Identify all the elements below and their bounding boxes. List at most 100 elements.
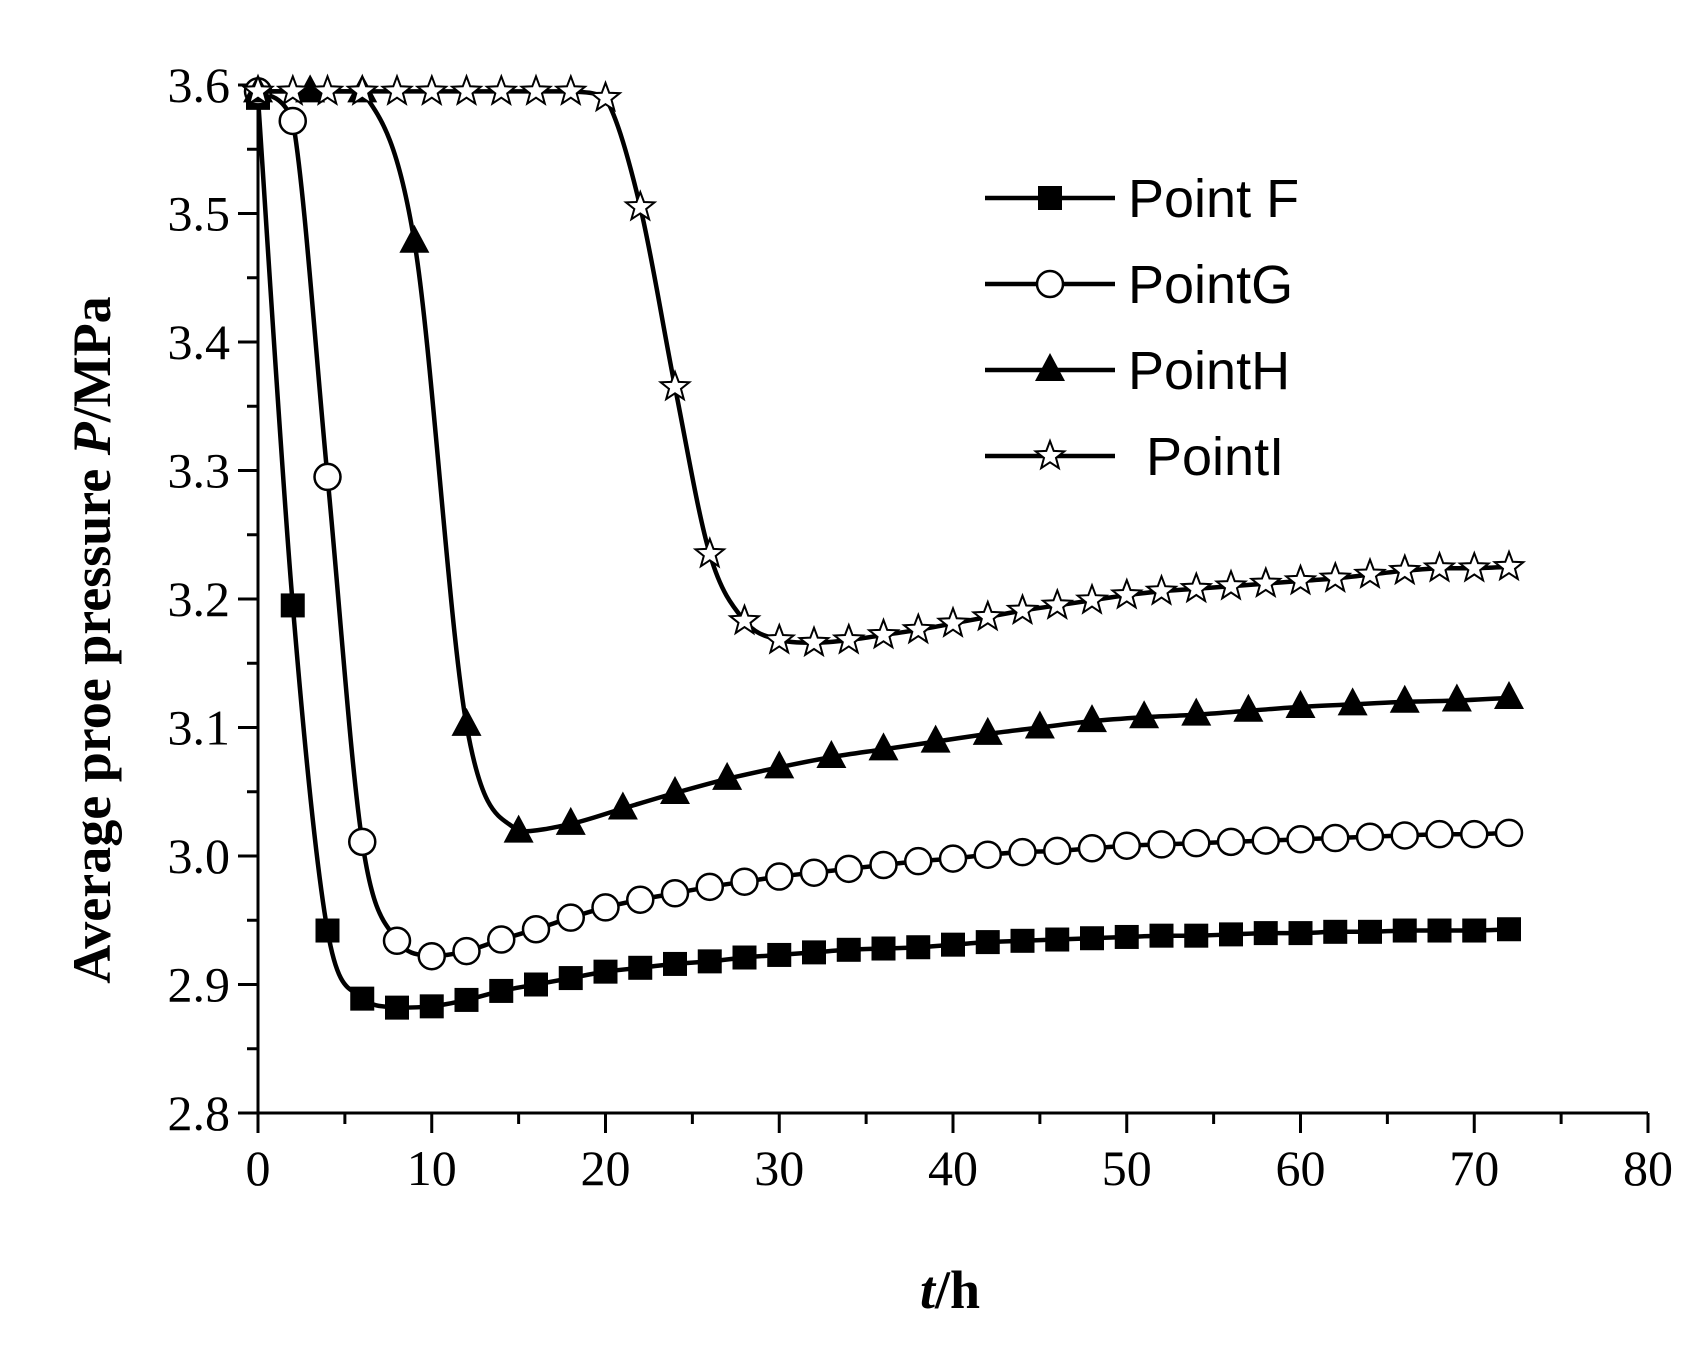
marker-square bbox=[1114, 924, 1139, 949]
marker-square bbox=[524, 972, 548, 997]
marker-circle bbox=[1390, 821, 1419, 850]
marker-star bbox=[831, 622, 866, 655]
marker-circle bbox=[1112, 831, 1141, 860]
marker-square bbox=[1038, 186, 1062, 210]
marker-square bbox=[975, 930, 1000, 955]
x-tick-label: 0 bbox=[246, 1140, 271, 1196]
marker-star bbox=[623, 189, 658, 222]
marker-triangle bbox=[451, 707, 482, 736]
marker-square bbox=[1219, 922, 1243, 947]
y-tick-label: 3.0 bbox=[168, 828, 231, 884]
marker-square bbox=[593, 959, 618, 984]
marker-square bbox=[350, 986, 375, 1011]
marker-star bbox=[518, 73, 554, 106]
marker-square bbox=[1080, 926, 1104, 951]
legend-entry-4: PointI bbox=[985, 427, 1284, 487]
x-tick-label: 40 bbox=[928, 1140, 978, 1196]
marker-triangle bbox=[1035, 353, 1065, 381]
marker-triangle bbox=[712, 761, 743, 790]
marker-circle bbox=[313, 462, 342, 492]
marker-triangle bbox=[764, 750, 795, 779]
y-axis-title-prefix: Average proe pressure bbox=[62, 455, 122, 983]
marker-square bbox=[489, 978, 514, 1003]
marker-star bbox=[1352, 556, 1388, 589]
y-tick-label: 3.3 bbox=[168, 443, 231, 499]
marker-circle bbox=[382, 926, 412, 956]
marker-circle bbox=[521, 914, 551, 944]
marker-star bbox=[1491, 549, 1527, 582]
x-tick-label: 60 bbox=[1276, 1140, 1326, 1196]
marker-square bbox=[1392, 918, 1417, 943]
marker-triangle bbox=[503, 814, 534, 843]
legend-entry-2: PointG bbox=[985, 255, 1293, 315]
marker-triangle bbox=[1285, 689, 1316, 718]
marker-circle bbox=[1494, 818, 1524, 848]
marker-star bbox=[1005, 592, 1040, 625]
marker-star bbox=[796, 624, 832, 658]
marker-star bbox=[762, 622, 797, 655]
y-tick-label: 2.9 bbox=[168, 957, 231, 1013]
marker-square bbox=[1149, 923, 1174, 948]
marker-star bbox=[379, 73, 415, 106]
marker-circle bbox=[1355, 822, 1385, 851]
marker-square bbox=[419, 994, 444, 1019]
marker-star bbox=[1032, 438, 1068, 471]
marker-circle bbox=[1008, 837, 1037, 867]
marker-circle bbox=[452, 936, 481, 966]
marker-square bbox=[1358, 919, 1382, 944]
marker-square bbox=[1427, 918, 1452, 943]
marker-circle bbox=[278, 106, 307, 136]
y-axis-title-rest: /MPa bbox=[62, 296, 122, 423]
marker-square bbox=[454, 987, 479, 1012]
legend-entry-1: Point F bbox=[985, 169, 1299, 229]
marker-square bbox=[767, 942, 792, 967]
y-tick-label: 2.8 bbox=[168, 1085, 231, 1141]
marker-square bbox=[1497, 917, 1521, 942]
marker-circle bbox=[1321, 823, 1350, 853]
marker-square bbox=[871, 936, 896, 961]
marker-circle bbox=[1286, 825, 1315, 854]
marker-circle bbox=[1460, 819, 1489, 849]
marker-square bbox=[1462, 918, 1487, 943]
marker-square bbox=[1045, 927, 1070, 952]
x-tick-label: 70 bbox=[1449, 1140, 1499, 1196]
marker-circle bbox=[765, 862, 794, 891]
marker-square bbox=[280, 593, 305, 618]
marker-star bbox=[1040, 587, 1075, 620]
marker-square bbox=[697, 949, 722, 974]
legend-label: PointG bbox=[1128, 255, 1293, 315]
marker-star bbox=[240, 73, 276, 106]
series-3 bbox=[243, 74, 1524, 843]
marker-triangle bbox=[555, 806, 586, 835]
marker-star bbox=[484, 73, 519, 106]
marker-triangle bbox=[1389, 684, 1420, 713]
legend-label: PointI bbox=[1146, 427, 1284, 487]
series-layer bbox=[240, 73, 1527, 1020]
marker-circle bbox=[1043, 836, 1072, 866]
marker-triangle bbox=[972, 716, 1003, 745]
marker-circle bbox=[591, 893, 620, 922]
marker-circle bbox=[1182, 828, 1211, 858]
x-tick-label: 80 bbox=[1623, 1140, 1673, 1196]
marker-triangle bbox=[1181, 697, 1212, 726]
marker-circle bbox=[834, 854, 863, 884]
marker-star bbox=[588, 80, 623, 113]
marker-star bbox=[901, 611, 936, 645]
marker-circle bbox=[417, 941, 446, 971]
x-axis-title: t/h bbox=[920, 1260, 980, 1320]
y-tick-label: 3.6 bbox=[168, 57, 231, 113]
marker-circle bbox=[1077, 834, 1107, 863]
marker-square bbox=[1253, 921, 1278, 946]
marker-star bbox=[449, 73, 484, 106]
marker-square bbox=[315, 918, 340, 943]
marker-circle bbox=[695, 872, 724, 902]
series-2 bbox=[243, 77, 1524, 971]
marker-square bbox=[663, 951, 687, 976]
marker-triangle bbox=[1233, 693, 1264, 722]
x-tick-label: 20 bbox=[581, 1140, 631, 1196]
y-axis-title: Average proe pressure P/MPa bbox=[62, 296, 122, 983]
series-line bbox=[258, 89, 1510, 834]
series-4 bbox=[240, 73, 1527, 658]
marker-triangle bbox=[1077, 704, 1107, 733]
marker-circle bbox=[556, 903, 585, 932]
